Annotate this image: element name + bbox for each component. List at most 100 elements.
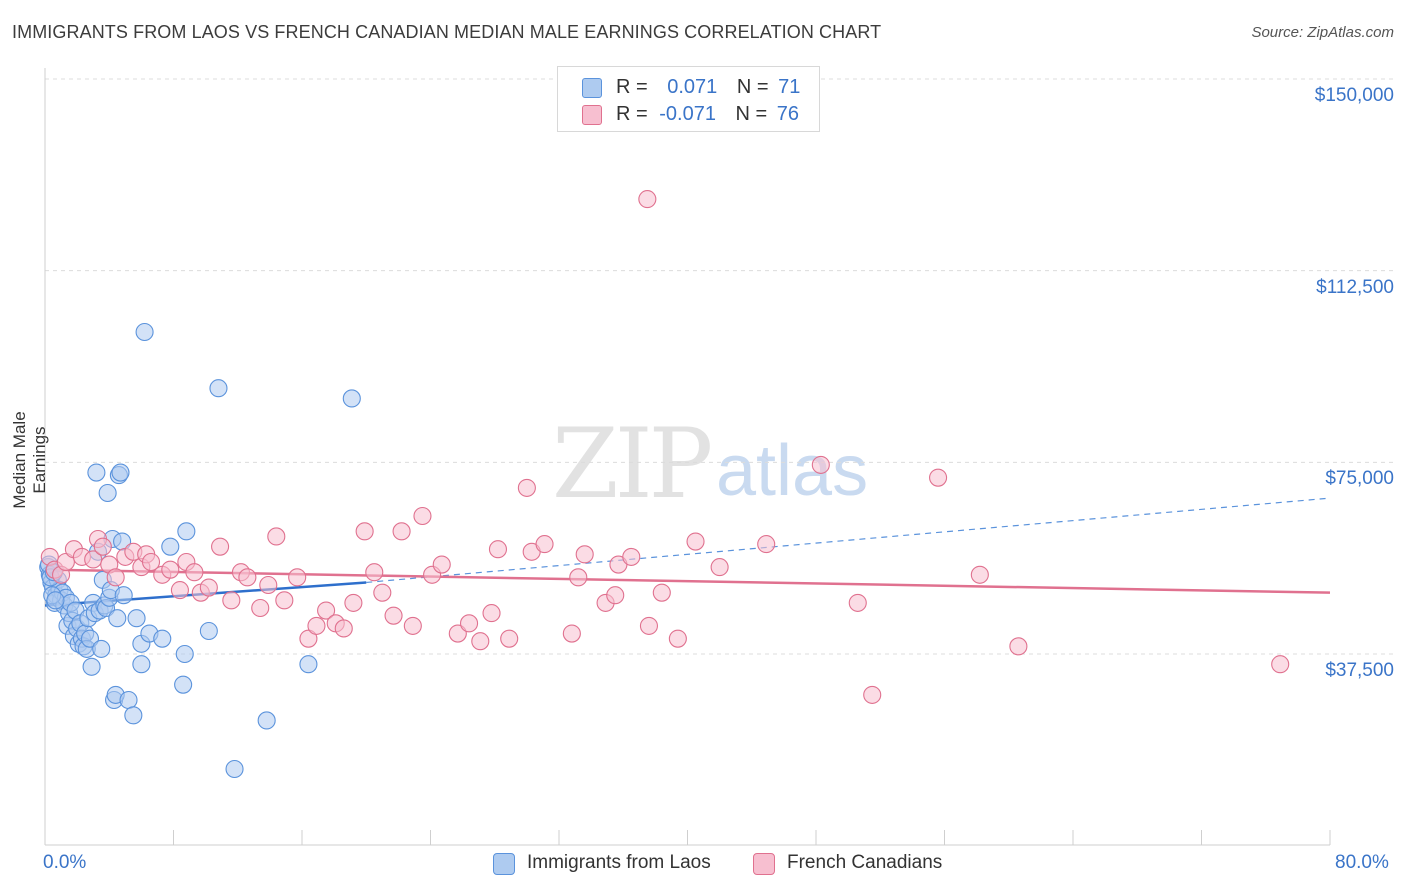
correlation-legend: R = 0.071 N = 71 R = -0.071 N = 76: [557, 66, 820, 132]
point-french-canadian: [535, 535, 554, 554]
point-laos: [225, 759, 244, 779]
bottom-legend-swatch-laos: [493, 853, 515, 875]
point-laos: [82, 657, 101, 676]
point-french-canadian: [848, 593, 867, 612]
point-laos: [98, 483, 117, 503]
point-french-canadian: [93, 537, 112, 556]
y-tick-label: $37,500: [1325, 660, 1394, 681]
point-french-canadian: [622, 547, 641, 566]
point-french-canadian: [432, 555, 451, 574]
point-french-canadian: [222, 591, 241, 610]
legend-text-laos: R = 0.071 N = 71: [616, 76, 800, 99]
point-french-canadian: [307, 616, 326, 635]
point-french-canadian: [459, 614, 479, 633]
point-french-canadian: [211, 537, 230, 556]
point-french-canadian: [569, 568, 588, 587]
legend-swatch-laos: [582, 78, 602, 98]
point-french-canadian: [575, 545, 594, 564]
point-french-canadian: [317, 601, 336, 620]
point-french-canadian: [413, 506, 432, 526]
point-french-canadian: [639, 616, 659, 635]
point-french-canadian: [686, 532, 705, 551]
point-french-canadian: [106, 568, 125, 587]
r-label: R =: [616, 103, 648, 125]
r-value: 0.071: [667, 76, 718, 98]
point-laos: [257, 711, 276, 730]
point-french-canadian: [488, 540, 508, 559]
trend-line-laos-extension: [366, 497, 1331, 584]
bottom-legend-swatch-french-canadians: [753, 853, 775, 875]
point-french-canadian: [403, 616, 422, 635]
point-french-canadian: [1271, 655, 1290, 674]
point-french-canadian: [334, 619, 353, 638]
point-laos: [80, 629, 100, 648]
point-laos: [161, 537, 180, 556]
point-french-canadian: [373, 583, 392, 602]
y-tick-label: $150,000: [1314, 85, 1394, 106]
point-laos: [175, 644, 194, 664]
watermark-zip: ZIP: [552, 408, 713, 520]
point-laos: [342, 389, 361, 408]
point-french-canadian: [238, 568, 257, 587]
point-laos: [174, 675, 193, 694]
point-french-canadian: [355, 522, 374, 541]
trend-line-french-canadians: [44, 568, 1331, 594]
y-axis-title: Median Male Earnings: [10, 411, 49, 509]
bottom-legend-label-french-canadians: French Canadians: [787, 852, 943, 873]
x-tick-label-max: 80.0%: [1335, 852, 1389, 873]
point-french-canadian: [275, 591, 294, 610]
point-french-canadian: [141, 552, 161, 572]
point-french-canadian: [471, 632, 490, 651]
point-french-canadian: [757, 535, 776, 554]
point-laos: [119, 690, 138, 710]
n-label: N =: [735, 103, 768, 125]
point-french-canadian: [392, 522, 411, 541]
trend-lines: [44, 497, 1331, 607]
point-laos: [132, 655, 151, 674]
point-laos: [124, 706, 143, 725]
point-french-canadian: [562, 624, 581, 643]
point-french-canadian: [161, 560, 180, 579]
point-french-canadian: [251, 598, 270, 618]
point-laos: [135, 322, 154, 342]
chart-title: IMMIGRANTS FROM LAOS VS FRENCH CANADIAN …: [12, 22, 882, 42]
legend-text-french-canadians: R = -0.071 N = 76: [616, 103, 799, 126]
point-french-canadian: [638, 190, 657, 209]
point-french-canadian: [56, 552, 75, 572]
data-points: [39, 190, 1290, 779]
point-french-canadian: [365, 563, 384, 582]
point-french-canadian: [384, 606, 403, 625]
point-french-canadian: [517, 478, 536, 497]
point-french-canadian: [259, 575, 278, 595]
point-french-canadian: [199, 578, 218, 597]
point-laos: [127, 609, 146, 628]
r-value: -0.071: [659, 103, 716, 125]
n-value: 71: [778, 76, 801, 98]
point-french-canadian: [1009, 637, 1028, 656]
x-tick-label-min: 0.0%: [43, 852, 87, 873]
point-french-canadian: [970, 565, 989, 584]
n-value: 76: [776, 103, 800, 125]
point-laos: [108, 609, 127, 628]
r-label: R =: [616, 76, 648, 98]
legend-swatch-french-canadians: [582, 105, 602, 125]
point-laos: [199, 621, 218, 641]
point-french-canadian: [299, 629, 318, 648]
bottom-legend-label-laos: Immigrants from Laos: [527, 852, 711, 873]
point-french-canadian: [84, 550, 103, 569]
y-tick-label: $75,000: [1325, 468, 1394, 490]
point-laos: [46, 591, 65, 610]
n-label: N =: [736, 76, 769, 98]
point-laos: [92, 639, 111, 658]
point-french-canadian: [710, 558, 729, 577]
point-french-canadian: [344, 593, 363, 612]
point-laos: [153, 629, 172, 648]
point-laos: [114, 586, 133, 605]
point-french-canadian: [606, 586, 625, 605]
watermark-atlas: atlas: [716, 431, 869, 511]
point-laos: [177, 522, 196, 541]
point-french-canadian: [652, 583, 671, 602]
point-french-canadian: [929, 468, 948, 487]
axes: [44, 68, 1331, 846]
point-laos: [209, 379, 228, 398]
